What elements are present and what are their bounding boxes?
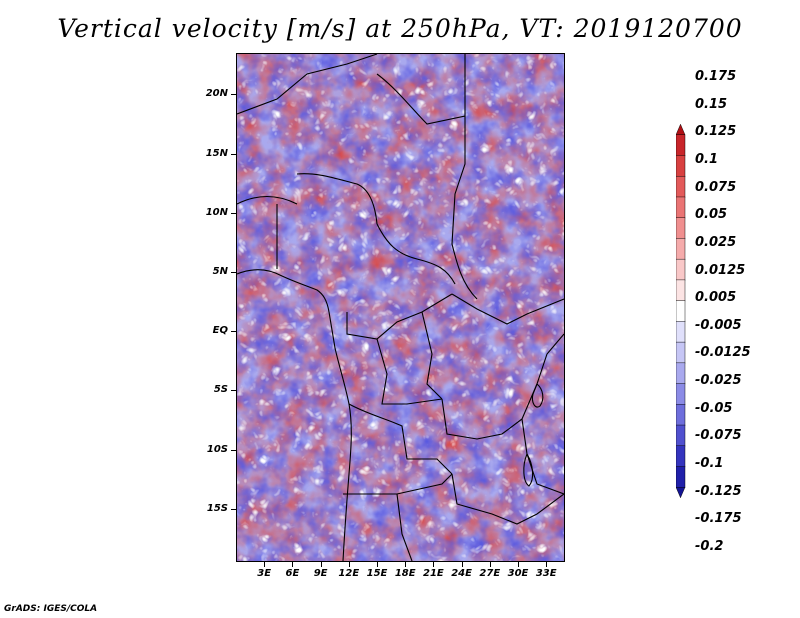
colorbar-segment bbox=[676, 404, 686, 426]
lon-tick-label: 12E bbox=[338, 568, 360, 579]
lon-tick-mark bbox=[489, 562, 491, 567]
colorbar-label: -0.1 bbox=[695, 456, 724, 472]
lon-tick-label: 9E bbox=[313, 568, 328, 579]
lat-tick-label: 10N bbox=[205, 206, 228, 218]
colorbar-label: 0.005 bbox=[695, 290, 737, 306]
lon-tick-label: 15E bbox=[366, 568, 388, 579]
colorbar-segment bbox=[676, 341, 686, 364]
lat-tick-mark bbox=[231, 449, 236, 451]
colorbar-segment bbox=[676, 383, 686, 405]
lon-tick-label: 27E bbox=[479, 568, 501, 579]
velocity-field bbox=[237, 54, 564, 561]
grads-credit: GrADS: IGES/COLA bbox=[4, 604, 98, 614]
lon-tick-mark bbox=[377, 562, 378, 567]
lat-tick-mark bbox=[231, 508, 236, 510]
lon-tick-mark bbox=[348, 562, 350, 567]
colorbar-segment bbox=[676, 445, 686, 468]
chart-title: Vertical velocity [m/s] at 250hPa, VT: 2… bbox=[57, 14, 743, 43]
colorbar-label: 0.1 bbox=[695, 151, 719, 167]
colorbar-segment bbox=[676, 134, 686, 157]
lat-tick-label: 15S bbox=[206, 502, 228, 514]
lat-tick-mark bbox=[231, 331, 236, 333]
colorbar-segment bbox=[676, 279, 686, 302]
colorbar-label: -0.025 bbox=[695, 373, 742, 389]
lon-tick-mark bbox=[518, 562, 519, 567]
colorbar-segment bbox=[676, 175, 686, 198]
colorbar-segment bbox=[676, 217, 686, 240]
colorbar-label: -0.0125 bbox=[695, 345, 751, 361]
lon-tick-mark bbox=[264, 562, 266, 567]
lon-tick-label: 33E bbox=[535, 568, 557, 579]
colorbar-segment bbox=[676, 487, 686, 499]
lat-tick-label: 5N bbox=[212, 265, 228, 277]
colorbar-segment bbox=[676, 258, 686, 281]
colorbar-segment bbox=[676, 321, 686, 343]
colorbar-label: -0.005 bbox=[695, 317, 742, 333]
colorbar-segment bbox=[676, 155, 686, 177]
lon-tick-label: 24E bbox=[451, 568, 472, 579]
lon-tick-label: 6E bbox=[285, 568, 300, 579]
colorbar-label: 0.0125 bbox=[695, 262, 746, 278]
lon-tick-mark bbox=[292, 562, 294, 567]
colorbar-segment bbox=[676, 300, 686, 322]
lat-tick-label: 15N bbox=[205, 147, 228, 159]
lat-tick-mark bbox=[231, 390, 236, 392]
colorbar-label: -0.125 bbox=[695, 483, 742, 499]
lat-tick-mark bbox=[231, 271, 236, 273]
lon-tick-label: 21E bbox=[423, 568, 444, 579]
lat-tick-mark bbox=[231, 212, 236, 214]
colorbar-label: -0.075 bbox=[695, 428, 742, 444]
colorbar-segment bbox=[676, 238, 686, 260]
lon-tick-label: 30E bbox=[507, 568, 529, 579]
colorbar-label: 0.15 bbox=[695, 96, 728, 112]
colorbar-label: -0.2 bbox=[695, 539, 724, 554]
colorbar-segment bbox=[676, 362, 686, 385]
colorbar-segment bbox=[676, 466, 686, 488]
map-panel bbox=[236, 53, 565, 562]
lat-tick-label: EQ bbox=[212, 325, 228, 337]
colorbar bbox=[676, 123, 686, 499]
lon-tick-mark bbox=[405, 562, 407, 567]
lon-tick-mark bbox=[461, 562, 463, 567]
colorbar-label: 0.025 bbox=[695, 234, 737, 250]
colorbar-label: 0.175 bbox=[695, 69, 737, 84]
lat-tick-label: 5S bbox=[213, 384, 228, 396]
colorbar-segment bbox=[676, 196, 686, 219]
lat-tick-label: 20N bbox=[205, 88, 228, 100]
lat-tick-label: 10S bbox=[206, 443, 228, 455]
colorbar-label: 0.05 bbox=[695, 207, 728, 223]
colorbar-segment bbox=[676, 424, 686, 447]
lat-tick-mark bbox=[231, 94, 236, 96]
colorbar-label: -0.05 bbox=[695, 400, 733, 416]
colorbar-label: -0.175 bbox=[695, 511, 742, 527]
lon-tick-mark bbox=[433, 562, 435, 567]
lon-tick-mark bbox=[546, 562, 548, 567]
lon-tick-label: 3E bbox=[257, 568, 272, 579]
coastlines-borders bbox=[237, 54, 564, 561]
colorbar-label: 0.075 bbox=[695, 179, 737, 195]
lon-tick-label: 18E bbox=[394, 568, 416, 579]
lon-tick-mark bbox=[320, 562, 322, 567]
lat-tick-mark bbox=[231, 153, 236, 155]
colorbar-label: 0.125 bbox=[695, 124, 737, 140]
colorbar-segment bbox=[676, 123, 686, 135]
